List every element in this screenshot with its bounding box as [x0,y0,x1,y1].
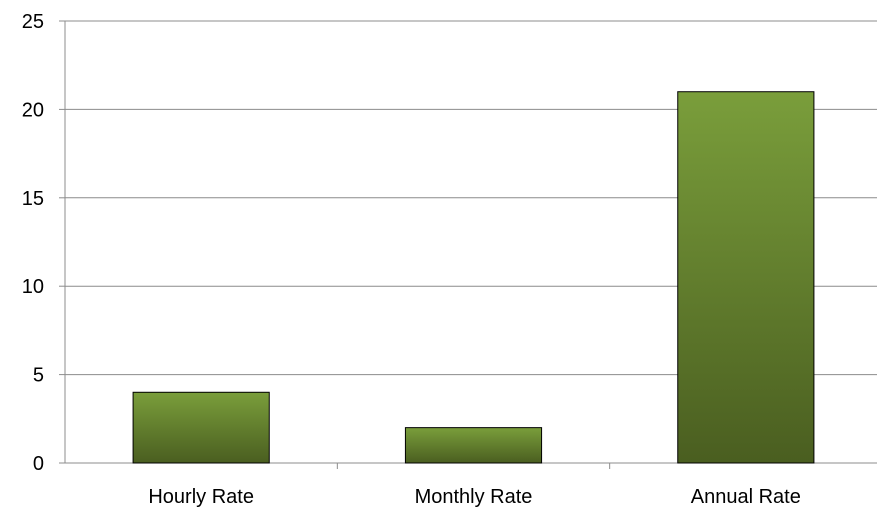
y-tick-label: 25 [22,11,44,33]
bar-hourly-rate [132,391,270,464]
y-tick-label: 15 [22,188,44,210]
labels: 0 5 10 15 20 25 Hourly Rate Monthly Rate Annual … [22,11,801,508]
bar-annual-rate [677,91,815,464]
x-tick-label: Monthly Rate [415,486,533,508]
x-tick-label: Hourly Rate [148,486,254,508]
x-tick-label: Annual Rate [691,486,801,508]
bar-monthly-rate [404,427,543,464]
y-tick-label: 5 [33,365,44,387]
bars [132,91,815,464]
y-tick-label: 0 [33,453,44,475]
y-tick-label: 20 [22,99,44,121]
y-tick-label: 10 [22,276,44,298]
